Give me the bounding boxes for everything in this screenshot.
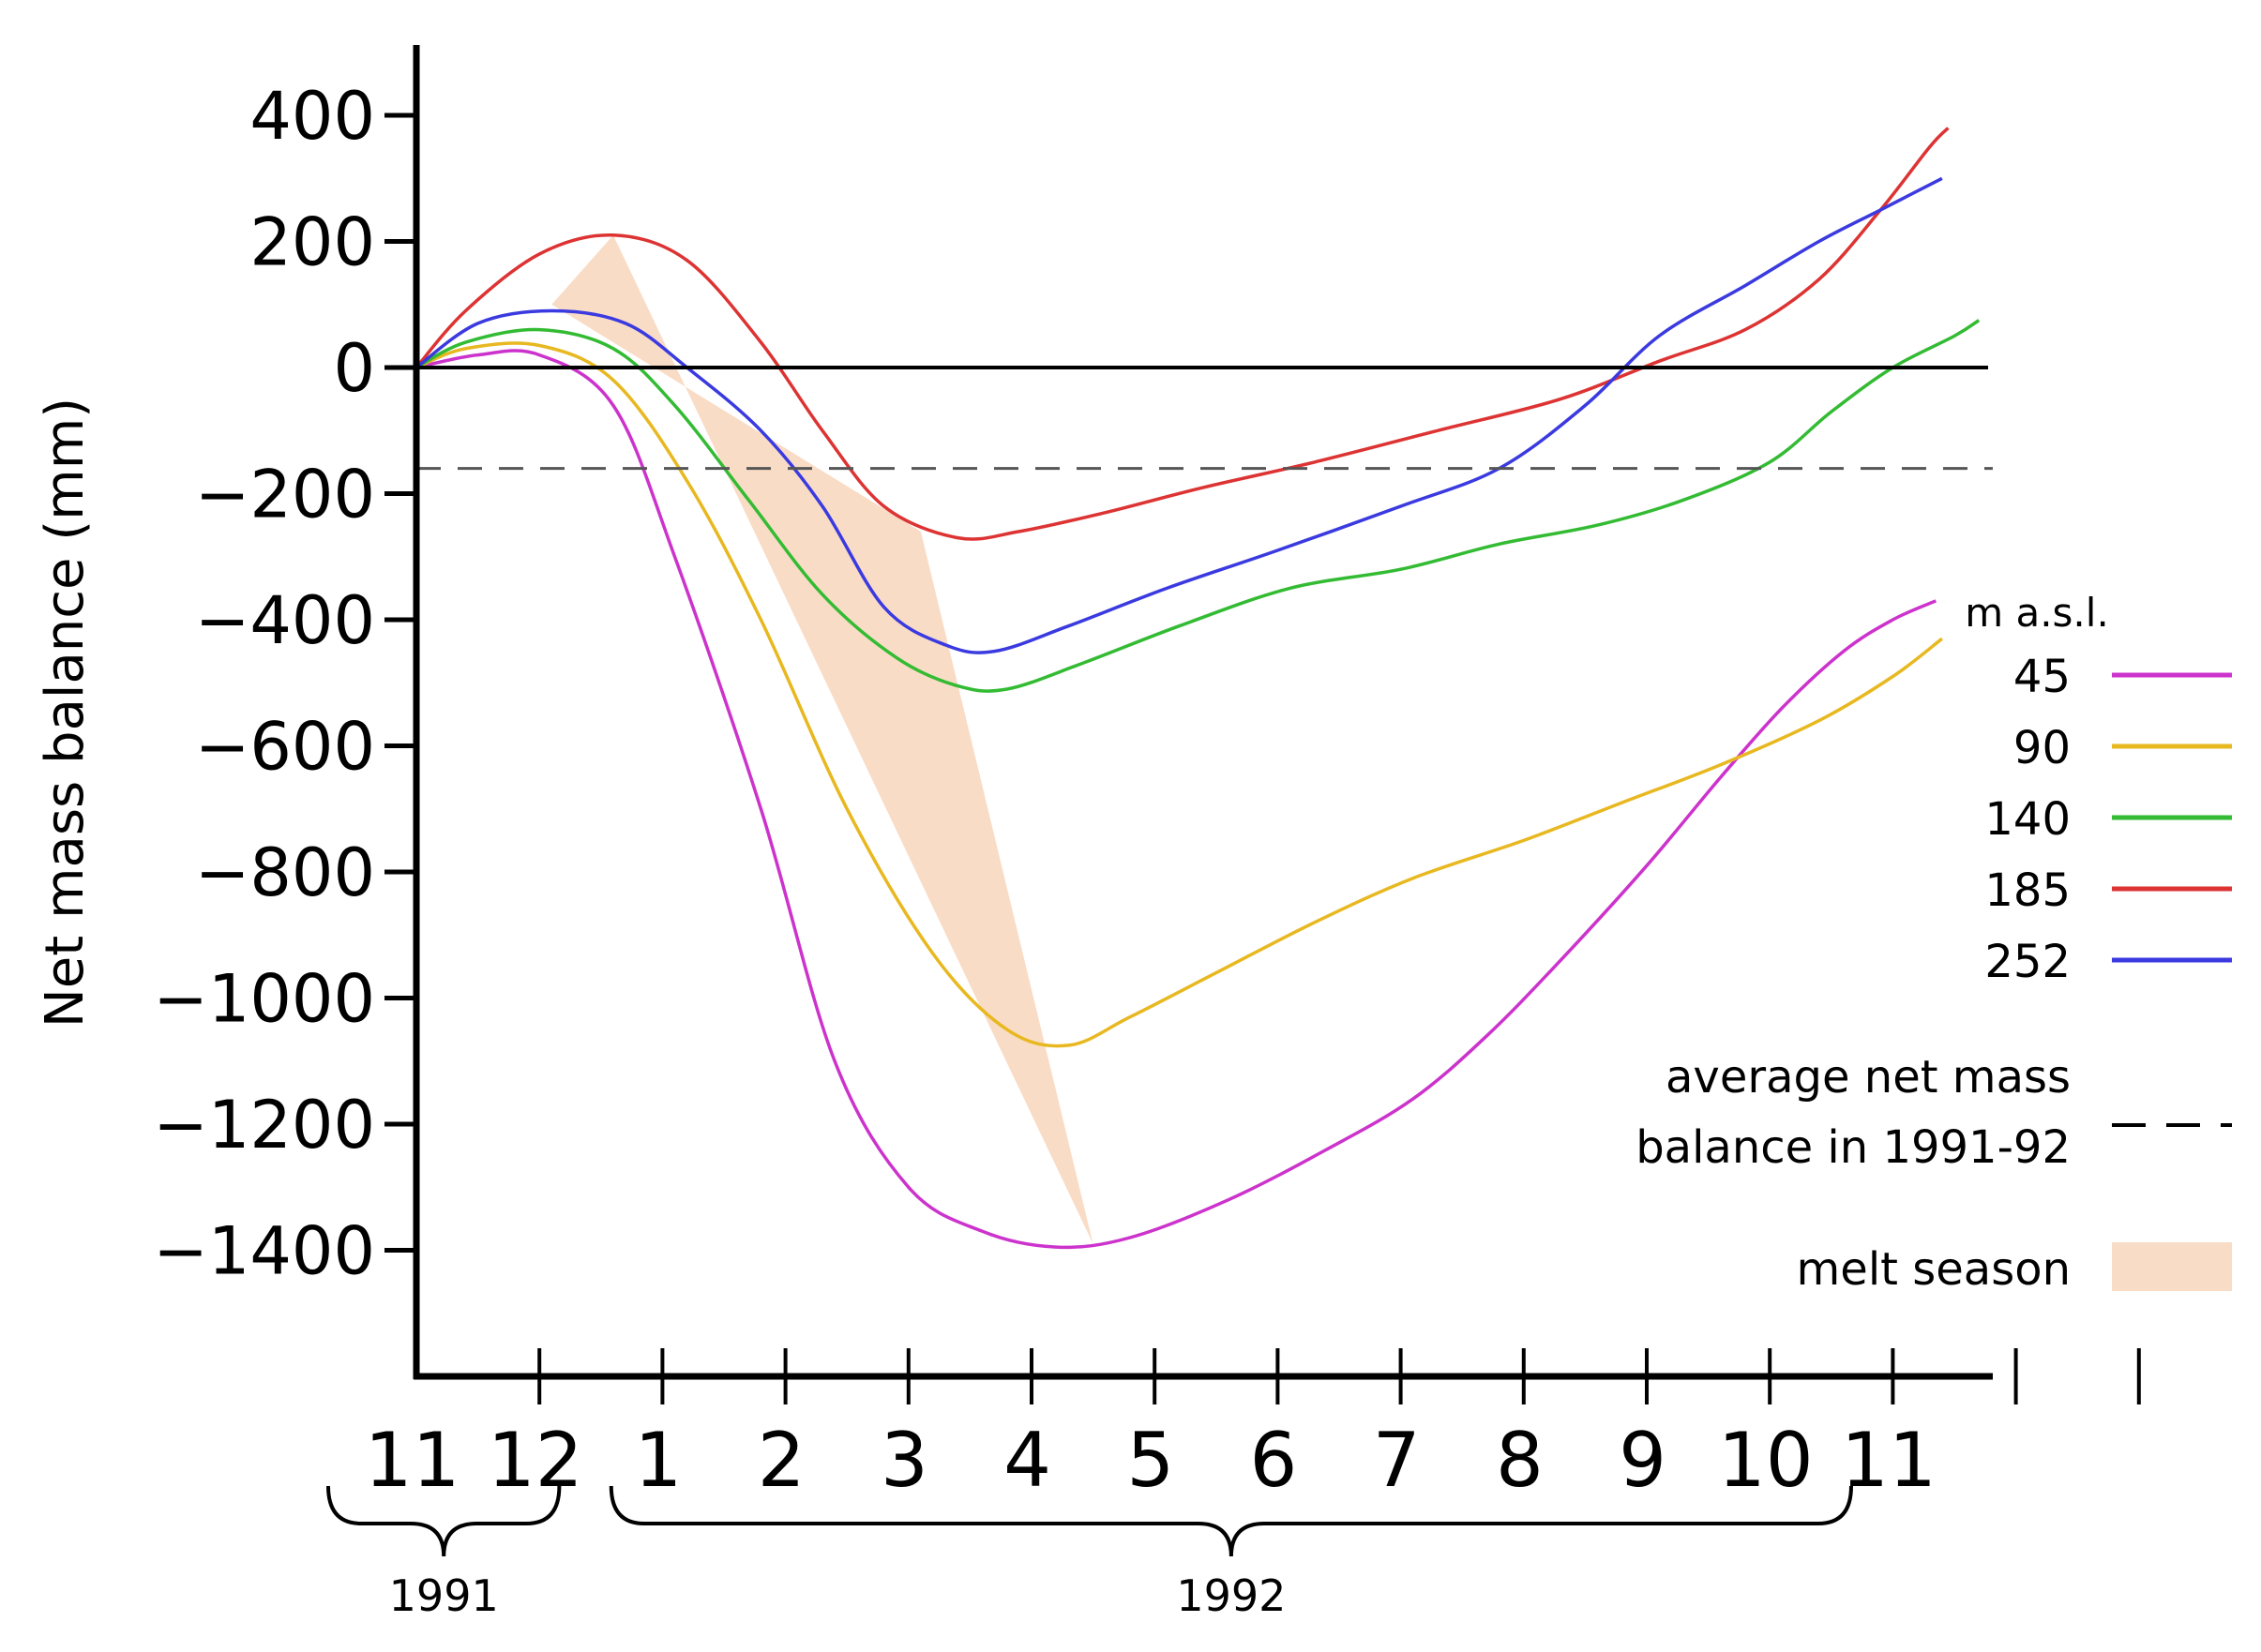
- year-label-1992: 1992: [1176, 1570, 1286, 1621]
- y-axis-ticks: 400 200 0 −200 −400 −600 −800 −1000 −1200 −1400: [153, 78, 416, 1290]
- x-tick-label: 6: [1250, 1417, 1298, 1504]
- y-tick-label: −600: [195, 709, 375, 786]
- x-tick-label: 11: [1841, 1417, 1937, 1504]
- legend-label-90: 90: [2013, 722, 2071, 774]
- y-tick-label: −200: [195, 457, 375, 533]
- y-tick-label: 200: [249, 204, 375, 281]
- y-tick-label: −400: [195, 582, 375, 659]
- x-tick-label: 11: [365, 1417, 460, 1504]
- x-tick-label: 2: [758, 1417, 806, 1504]
- x-tick-label: 7: [1373, 1417, 1421, 1504]
- x-tick-label: 5: [1126, 1417, 1174, 1504]
- x-tick-label: 12: [488, 1417, 583, 1504]
- series-line-185: [415, 127, 1950, 541]
- x-tick-label: 3: [881, 1417, 928, 1504]
- legend-label-185: 185: [1984, 864, 2071, 917]
- x-tick-label: 1: [635, 1417, 683, 1504]
- y-tick-label: −1000: [153, 961, 375, 1038]
- melt-season-area: [551, 234, 1093, 1244]
- x-tick-label: 8: [1496, 1417, 1544, 1504]
- y-axis-label: Net mass balance (mm): [35, 398, 96, 1028]
- legend-label-45: 45: [2013, 651, 2071, 703]
- x-axis-ticks: 11 12 1 2 3 4 5 6 7 8 9 10 11: [365, 1348, 2141, 1504]
- year-brace-1991: [326, 1485, 562, 1557]
- x-tick-label: 4: [1003, 1417, 1051, 1504]
- x-tick-label: 9: [1619, 1417, 1666, 1504]
- y-tick-label: 400: [249, 78, 375, 155]
- series-line-45: [415, 349, 1937, 1250]
- series-line-252: [415, 176, 1943, 654]
- legend-label-140: 140: [1984, 793, 2071, 846]
- legend-avg-label-line-2: balance in 1991-92: [1635, 1121, 2071, 1174]
- year-label-1991: 1991: [389, 1570, 499, 1621]
- year-braces: 1991 1992: [326, 1485, 1853, 1621]
- y-tick-label: −800: [195, 834, 375, 911]
- x-tick-label: 10: [1718, 1417, 1814, 1504]
- legend-melt-label: melt season: [1797, 1243, 2071, 1296]
- legend-avg-label-line-1: average net mass: [1666, 1051, 2071, 1104]
- series-lines: [415, 127, 1981, 1250]
- series-line-90: [415, 341, 1943, 1048]
- y-tick-label: −1200: [153, 1087, 375, 1164]
- y-tick-label: −1400: [153, 1213, 375, 1290]
- legend-label-252: 252: [1984, 936, 2071, 988]
- legend-melt-swatch: [2112, 1242, 2232, 1291]
- legend-title: m a.s.l.: [1965, 590, 2109, 636]
- series-line-140: [415, 319, 1981, 693]
- y-tick-label: 0: [333, 330, 375, 407]
- year-brace-1992: [609, 1485, 1853, 1557]
